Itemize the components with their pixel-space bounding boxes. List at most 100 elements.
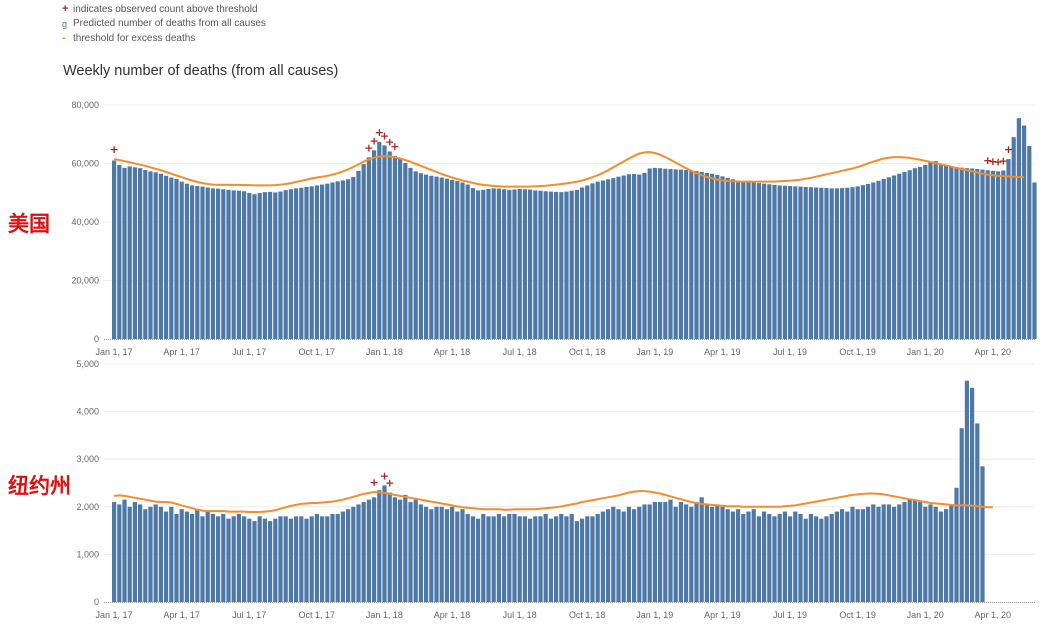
bar-ny (190, 513, 195, 602)
bar-us (190, 185, 195, 339)
bar-us (694, 171, 699, 339)
bar-us (335, 181, 340, 339)
bar-us (174, 179, 179, 339)
bar-us (855, 186, 860, 339)
x-tick-label-us: Oct 1, 19 (839, 347, 876, 357)
bar-ny (642, 504, 647, 602)
excess-marker-us: + (988, 155, 997, 168)
bar-us (585, 185, 590, 339)
bar-us (1001, 170, 1006, 339)
bar-us (465, 184, 470, 339)
bar-ny (481, 513, 486, 602)
bar-us (923, 164, 928, 339)
x-tick-label-ny: Apr 1, 18 (434, 610, 471, 620)
bar-ny (268, 521, 273, 602)
legend-label-observed: indicates observed count above threshold (73, 3, 258, 15)
bar-us (793, 186, 798, 339)
x-tick-label-us: Oct 1, 17 (299, 347, 336, 357)
legend-item-threshold: - threshold for excess deaths (62, 31, 266, 46)
y-tick-label-ny: 0 (94, 597, 99, 607)
bar-ny (543, 513, 548, 602)
x-tick-label-ny: Apr 1, 19 (704, 610, 741, 620)
bar-us (886, 177, 891, 339)
bar-ny (574, 521, 579, 602)
bar-us (658, 168, 663, 339)
bar-ny (143, 509, 148, 602)
excess-marker-ny: + (380, 469, 389, 482)
bar-ny (112, 502, 117, 602)
excess-marker-us: + (983, 154, 992, 167)
bar-us (403, 162, 408, 339)
bar-us (158, 173, 163, 339)
bar-ny (174, 513, 179, 602)
bar-ny (304, 518, 309, 602)
bar-us (288, 189, 293, 339)
bar-ny (148, 506, 153, 602)
bar-ny (777, 513, 782, 602)
legend-item-predicted: g Predicted number of deaths from all ca… (62, 17, 266, 32)
x-tick-label-us: Apr 1, 17 (163, 347, 200, 357)
bar-ny (975, 423, 980, 602)
bar-us (850, 187, 855, 339)
bar-ny (730, 511, 735, 602)
bar-ny (850, 506, 855, 602)
bar-ny (236, 513, 241, 602)
bar-us (210, 188, 215, 339)
bar-ny (637, 506, 642, 602)
bar-ny (590, 516, 595, 602)
bar-us (803, 186, 808, 339)
bar-ny (860, 509, 865, 602)
bar-us (964, 168, 969, 339)
bar-ny (834, 511, 839, 602)
x-tick-label-ny: Apr 1, 20 (975, 610, 1012, 620)
bar-us (996, 171, 1001, 339)
bar-ny (663, 502, 668, 602)
bar-ny (398, 499, 403, 602)
bar-ny (522, 516, 527, 602)
legend: + indicates observed count above thresho… (62, 2, 266, 46)
y-tick-label-us: 60,000 (71, 159, 99, 169)
bar-ny (309, 516, 314, 602)
bar-ny (158, 506, 163, 602)
bar-ny (715, 504, 720, 602)
bar-ny (502, 516, 507, 602)
bar-us (647, 168, 652, 339)
bar-ny (580, 518, 585, 602)
bar-us (684, 169, 689, 339)
bar-ny (138, 504, 143, 602)
bar-ny (164, 511, 169, 602)
plus-icon: + (62, 3, 69, 16)
bar-ny (450, 506, 455, 602)
x-tick-label-us: Jan 1, 18 (366, 347, 403, 357)
bar-us (975, 169, 980, 339)
bar-us (528, 189, 533, 339)
bar-us (283, 190, 288, 339)
bar-us (1022, 125, 1027, 339)
bar-ny (205, 511, 210, 602)
bar-us (143, 169, 148, 339)
bar-us (1027, 145, 1032, 339)
x-tick-label-us: Apr 1, 19 (704, 347, 741, 357)
bar-us (330, 182, 335, 339)
bar-ny (252, 521, 257, 602)
excess-marker-us: + (364, 141, 373, 154)
bar-ny (938, 511, 943, 602)
bar-ny (200, 516, 205, 602)
bar-us (876, 180, 881, 339)
bar-us (741, 181, 746, 339)
x-tick-label-us: Jan 1, 17 (95, 347, 132, 357)
bar-ny (819, 518, 824, 602)
bar-ny (559, 513, 564, 602)
bar-us (122, 167, 127, 339)
bar-us (517, 188, 522, 339)
bar-ny (434, 506, 439, 602)
bar-us (912, 168, 917, 339)
bar-ny (720, 506, 725, 602)
x-tick-label-ny: Jul 1, 19 (773, 610, 807, 620)
bar-us (356, 170, 361, 339)
bar-ny (829, 513, 834, 602)
bar-us (834, 188, 839, 339)
bar-ny (886, 504, 891, 602)
y-tick-label-ny: 2,000 (76, 502, 99, 512)
